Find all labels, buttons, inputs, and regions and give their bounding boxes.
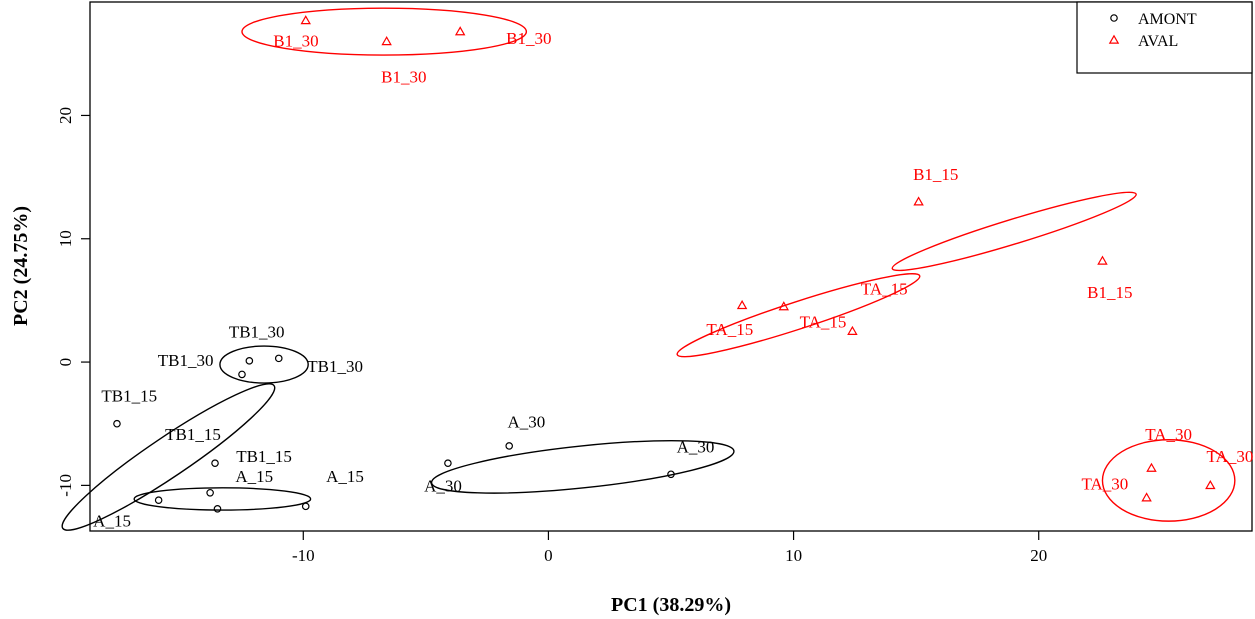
point-aval-5	[1097, 255, 1108, 265]
legend-label-amont: AMONT	[1138, 11, 1197, 28]
cluster-ellipse-aval-8	[1101, 439, 1236, 522]
point-amont-12	[667, 470, 675, 479]
point-label-16: B1_15	[913, 165, 958, 184]
point-amont-11	[444, 459, 452, 467]
point-label-10: A_30	[507, 413, 545, 432]
legend: AMONT AVAL	[1076, 1, 1253, 74]
point-amont-7	[154, 496, 163, 504]
cluster-ellipses	[61, 7, 1236, 531]
point-label-7: A_15	[235, 467, 273, 486]
point-label-14: B1_30	[506, 29, 551, 48]
y-tick-label: 20	[56, 107, 75, 124]
point-aval-7	[778, 301, 790, 311]
point-aval-3	[454, 26, 466, 36]
point-label-18: TA_15	[861, 279, 908, 298]
point-amont-5	[211, 459, 219, 467]
point-amont-8	[213, 505, 222, 513]
x-axis-ticks: -10 0 10 20	[292, 531, 1047, 565]
point-label-2: TB1_30	[158, 351, 214, 370]
point-label-12: A_30	[424, 477, 462, 496]
legend-marker-aval	[1108, 34, 1120, 44]
point-label-15: B1_30	[381, 67, 426, 86]
plot-frame	[89, 1, 1253, 532]
point-label-22: TA_30	[1207, 447, 1254, 466]
y-tick-label: 0	[56, 358, 75, 367]
cluster-ellipse-amont-4	[430, 439, 735, 494]
y-axis-ticks: -10 0 10 20	[56, 107, 90, 497]
legend-marker-amont	[1110, 14, 1118, 22]
point-label-13: B1_30	[273, 32, 318, 51]
point-aval-4	[913, 196, 924, 206]
x-tick-label: 0	[544, 546, 553, 565]
point-label-8: A_15	[326, 467, 364, 486]
point-label-3: TB1_30	[307, 357, 363, 376]
cluster-ellipse-aval-7	[676, 273, 921, 358]
y-tick-label: -10	[56, 474, 75, 497]
point-label-20: TA_15	[706, 320, 753, 339]
point-amont-3	[238, 370, 246, 379]
legend-label-aval: AVAL	[1138, 33, 1178, 50]
point-aval-8	[847, 325, 858, 335]
point-label-19: TA_15	[800, 313, 847, 332]
point-label-4: TB1_15	[101, 387, 157, 406]
legend-box	[1076, 1, 1253, 74]
point-aval-11	[1205, 479, 1216, 490]
point-amont-10	[505, 442, 514, 450]
cluster-ellipse-amont-2	[61, 383, 276, 531]
x-tick-label: 20	[1030, 546, 1047, 565]
point-label-5: TB1_15	[165, 425, 221, 444]
point-aval-6	[736, 299, 748, 310]
x-axis-title: PC1 (38.29%)	[611, 594, 731, 616]
cluster-ellipse-amont-1	[219, 345, 309, 384]
data-points	[113, 15, 1216, 513]
point-aval-10	[1141, 492, 1152, 502]
point-amont-6	[206, 488, 214, 497]
cluster-ellipse-aval-5	[241, 7, 528, 56]
cluster-ellipse-aval-6	[891, 191, 1137, 272]
point-label-23: TA_30	[1082, 474, 1129, 493]
point-label-1: TB1_30	[229, 323, 285, 342]
cluster-ellipse-amont-3	[133, 487, 312, 511]
point-label-17: B1_15	[1087, 283, 1132, 302]
point-label-21: TA_30	[1145, 425, 1192, 444]
x-tick-label: -10	[292, 546, 315, 565]
point-amont-4	[113, 419, 121, 428]
point-aval-9	[1146, 462, 1157, 472]
point-label-9: A_15	[93, 511, 131, 530]
point-label-6: TB1_15	[236, 447, 292, 466]
point-aval-2	[381, 36, 392, 46]
x-tick-label: 10	[785, 546, 802, 565]
y-tick-label: 10	[56, 230, 75, 247]
point-label-11: A_30	[677, 437, 715, 456]
point-aval-1	[300, 15, 311, 25]
y-axis-title: PC2 (24.75%)	[10, 206, 32, 326]
point-amont-1	[245, 357, 254, 365]
point-amont-2	[274, 354, 283, 363]
point-amont-9	[301, 502, 310, 511]
